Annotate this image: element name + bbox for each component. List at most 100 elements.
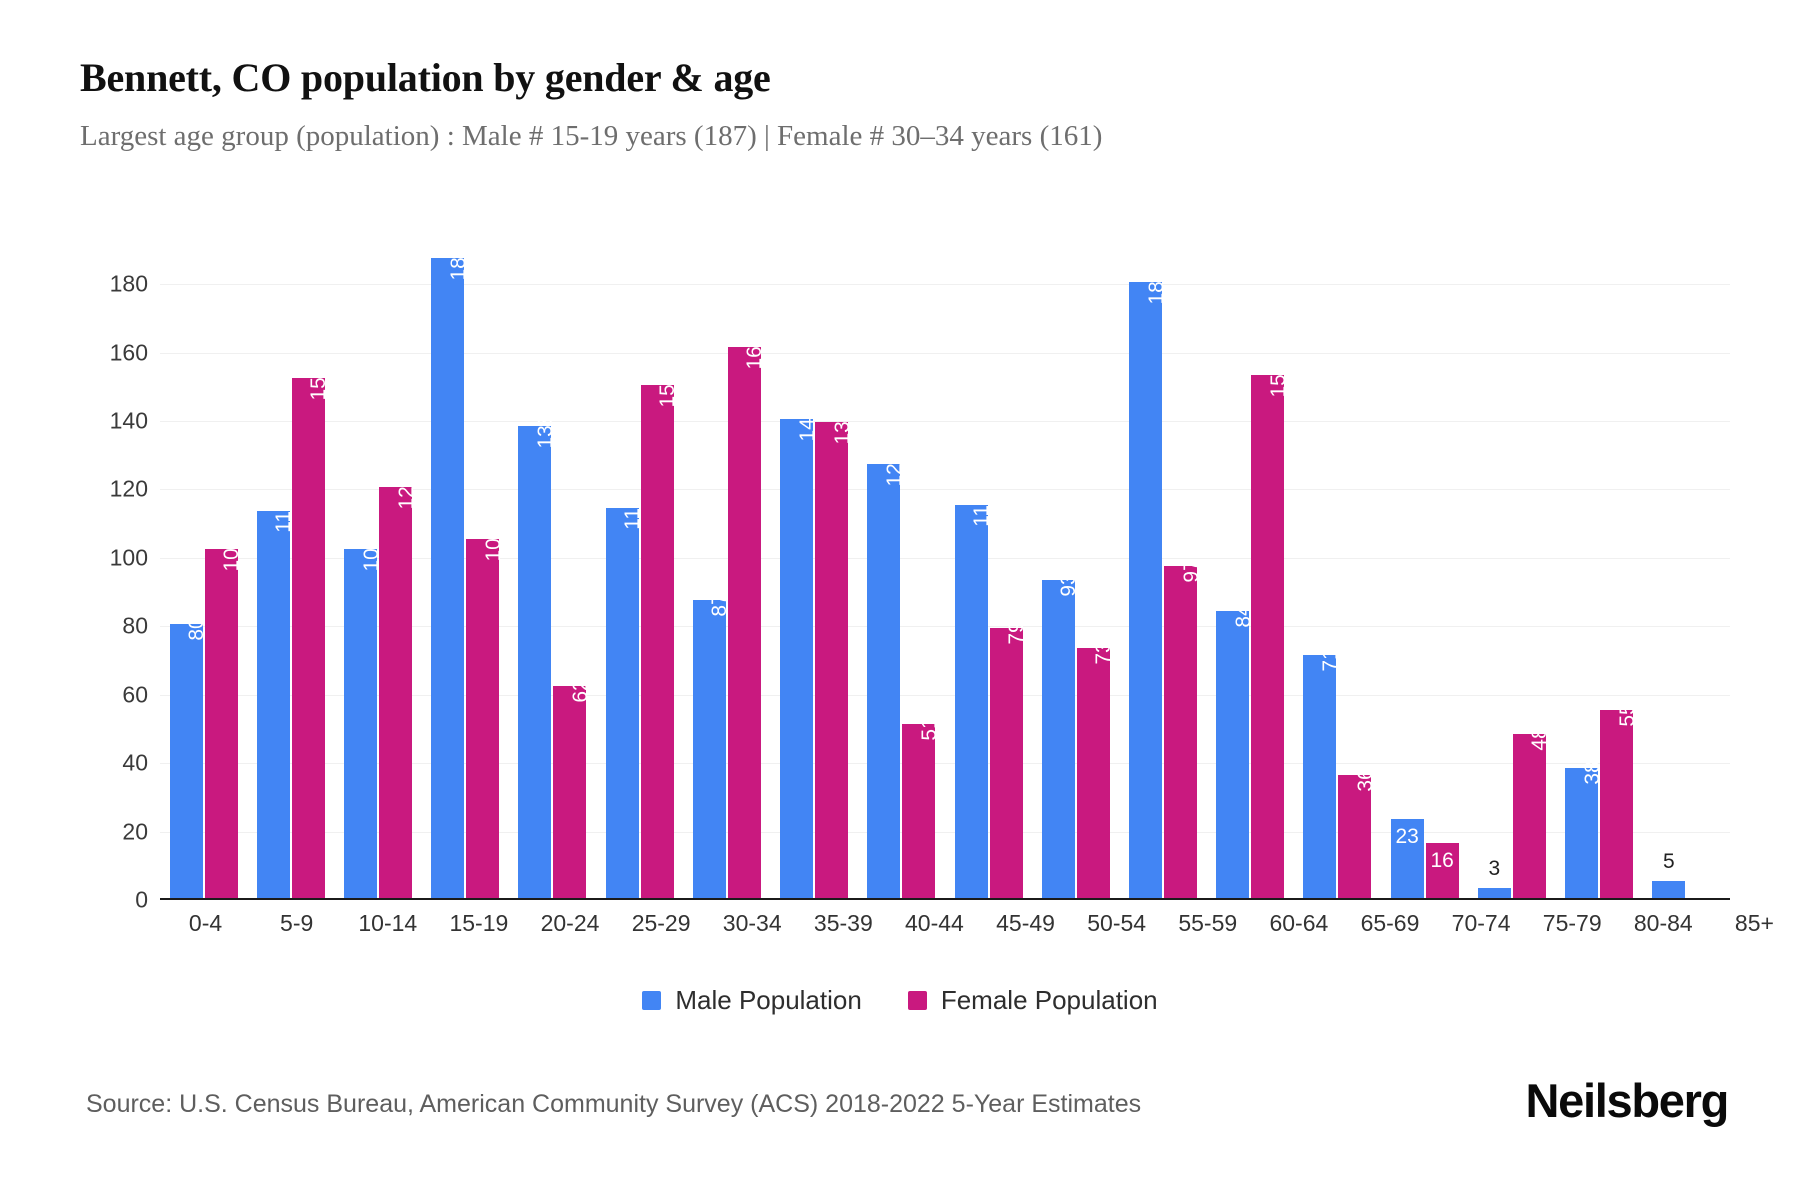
bar-female[interactable]: 36 bbox=[1338, 768, 1377, 898]
bar-value-label: 93 bbox=[1057, 573, 1081, 597]
x-axis-line bbox=[160, 898, 1730, 900]
bar-female[interactable]: 153 bbox=[1251, 362, 1290, 898]
legend-label-male: Male Population bbox=[675, 985, 862, 1015]
y-axis-tick-label: 20 bbox=[122, 818, 148, 845]
x-axis-tick-label: 85+ bbox=[1734, 910, 1774, 936]
bar-male[interactable]: 187 bbox=[431, 246, 470, 898]
bar-group: 3 48 bbox=[1468, 250, 1555, 898]
bar-male[interactable]: 138 bbox=[518, 413, 557, 898]
bar-male[interactable]: 127 bbox=[867, 451, 906, 898]
y-axis-tick-label: 160 bbox=[109, 339, 148, 366]
gridline bbox=[160, 626, 1730, 628]
bar-value-label: 139 bbox=[830, 409, 854, 446]
bar-male[interactable]: 23 bbox=[1390, 819, 1424, 898]
y-axis-tick-label: 40 bbox=[122, 749, 148, 776]
bar-male[interactable]: 80 bbox=[169, 618, 208, 898]
bar-groups: 80 102 113 152 102 120 187 105 138 62 114 150 87 161 1… bbox=[160, 246, 1730, 898]
bar-male[interactable]: 38 bbox=[1565, 761, 1604, 898]
bar-value-label: 105 bbox=[481, 526, 505, 562]
bar-male[interactable]: 114 bbox=[605, 496, 644, 898]
x-axis-tick-label: 15-19 bbox=[449, 910, 509, 936]
bar-female[interactable]: 139 bbox=[815, 410, 854, 898]
bar-group: 180 97 bbox=[1119, 250, 1206, 898]
page-subtitle: Largest age group (population) : Male # … bbox=[80, 120, 1103, 152]
y-axis-tick-label: 0 bbox=[135, 886, 148, 913]
bar-group: 113 152 bbox=[247, 250, 334, 898]
bar-male[interactable]: 113 bbox=[256, 500, 295, 898]
bar-male[interactable]: 140 bbox=[780, 407, 819, 898]
x-axis-tick-label: 25-29 bbox=[631, 910, 691, 936]
bar-male[interactable]: 84 bbox=[1216, 604, 1255, 898]
x-axis-tick-label: 45-49 bbox=[996, 910, 1055, 936]
bar-female[interactable]: 102 bbox=[204, 537, 243, 898]
bar-male[interactable]: 93 bbox=[1041, 573, 1080, 898]
bar-value-label: 71 bbox=[1318, 648, 1342, 672]
bar-group: 102 120 bbox=[334, 250, 421, 898]
bar-female[interactable]: 97 bbox=[1164, 559, 1203, 898]
bar-female[interactable]: 120 bbox=[379, 475, 418, 898]
y-axis-tick-label: 100 bbox=[109, 544, 148, 571]
bar-male[interactable]: 180 bbox=[1129, 270, 1168, 898]
bar-value-label: 23 bbox=[1395, 825, 1419, 849]
bar-female[interactable]: 79 bbox=[989, 621, 1028, 898]
x-axis-tick-label: 80-84 bbox=[1633, 910, 1693, 936]
legend-label-female: Female Population bbox=[940, 985, 1158, 1015]
bar-female[interactable]: 48 bbox=[1512, 727, 1551, 898]
bar-value-label: 102 bbox=[220, 536, 244, 572]
bar-group: 23 16 bbox=[1381, 250, 1468, 898]
neilsberg-logo: Neilsberg bbox=[1525, 1074, 1730, 1127]
page-title: Bennett, CO population by gender & age bbox=[80, 55, 771, 100]
gridline bbox=[160, 284, 1730, 286]
bar-female[interactable]: 105 bbox=[466, 526, 505, 898]
bar-female[interactable]: 150 bbox=[640, 372, 679, 898]
bar-value-label: 115 bbox=[970, 492, 994, 527]
gridline bbox=[160, 763, 1730, 765]
x-axis-tick-label: 70-74 bbox=[1451, 910, 1511, 936]
bar-group: 140 139 bbox=[771, 250, 858, 898]
legend-swatch-male-icon bbox=[642, 991, 662, 1010]
x-axis-tick-label: 10-14 bbox=[358, 910, 418, 936]
bar-value-label: 97 bbox=[1179, 559, 1203, 583]
bar-group: 115 79 bbox=[945, 250, 1032, 898]
x-axis-labels: 0-4 5-9 10-14 15-19 20-24 25-29 30-34 35-39 40-4… bbox=[160, 910, 1800, 950]
bar-value-label: 5 bbox=[1662, 849, 1675, 873]
bar-group: 114 150 bbox=[596, 250, 683, 898]
legend-item-male[interactable]: Male Population bbox=[642, 985, 862, 1016]
bar-value-label: 79 bbox=[1005, 621, 1029, 645]
bar-male[interactable]: 102 bbox=[344, 537, 383, 898]
gridline bbox=[160, 557, 1730, 559]
gridline bbox=[160, 352, 1730, 354]
bar-value-label: 187 bbox=[446, 245, 470, 281]
bar-value-label: 48 bbox=[1528, 727, 1552, 751]
plot-grid: 80 102 113 152 102 120 187 105 138 62 114 150 87 161 1… bbox=[160, 246, 1730, 900]
bar-female[interactable]: 73 bbox=[1076, 642, 1115, 898]
bar-male[interactable]: 3 bbox=[1477, 858, 1511, 898]
bar-male[interactable]: 115 bbox=[954, 493, 993, 898]
bar-group: 71 36 bbox=[1294, 250, 1381, 898]
bar-female[interactable]: 16 bbox=[1425, 843, 1459, 898]
y-axis-tick-label: 80 bbox=[122, 612, 148, 639]
bar-female[interactable]: 62 bbox=[553, 679, 592, 898]
legend-item-female[interactable]: Female Population bbox=[907, 985, 1158, 1016]
bar-value-label: 16 bbox=[1430, 849, 1454, 873]
bar-female[interactable]: 161 bbox=[727, 335, 766, 898]
x-axis-tick-label: 55-59 bbox=[1178, 910, 1238, 936]
bar-male[interactable]: 71 bbox=[1303, 648, 1342, 898]
bar-female[interactable]: 55 bbox=[1600, 703, 1639, 898]
x-axis-tick-label: 60-64 bbox=[1269, 910, 1329, 936]
bar-value-label: 138 bbox=[533, 413, 557, 449]
y-axis-tick-label: 180 bbox=[109, 270, 148, 297]
plot-area: 0 20 40 60 80 100 120 140 160 180 80 102 113 152 102 1… bbox=[80, 246, 1730, 913]
bar-female[interactable]: 51 bbox=[902, 717, 941, 898]
x-axis-tick-label: 65-69 bbox=[1360, 910, 1420, 936]
bar-value-label: 153 bbox=[1266, 362, 1290, 398]
x-axis-tick-label: 5-9 bbox=[280, 910, 314, 936]
bar-male[interactable]: 5 bbox=[1652, 851, 1686, 898]
bar-female[interactable]: 152 bbox=[291, 365, 330, 898]
bar-value-label: 62 bbox=[568, 679, 592, 703]
bar-value-label: 150 bbox=[656, 372, 680, 408]
bar-group: 138 62 bbox=[509, 250, 596, 898]
bar-value-label: 51 bbox=[917, 716, 941, 741]
bar-male[interactable]: 87 bbox=[692, 594, 731, 898]
